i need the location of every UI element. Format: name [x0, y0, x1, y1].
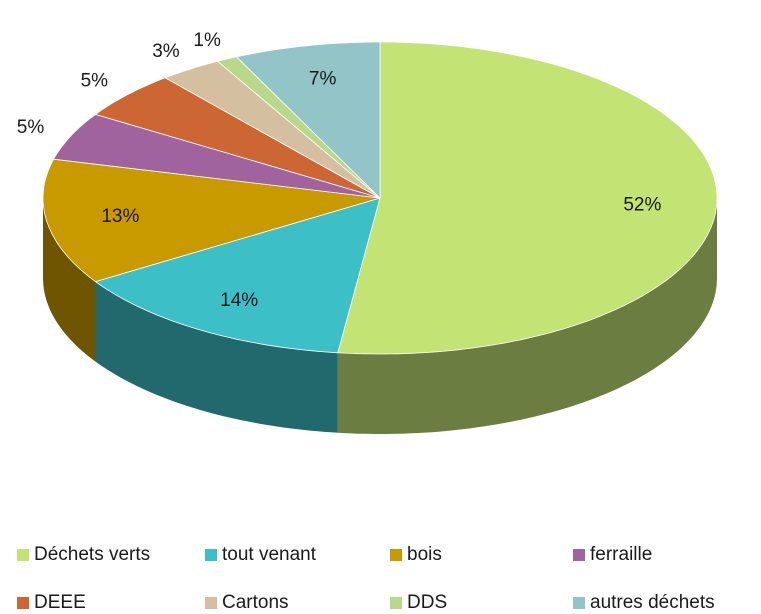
pie-side: [95, 281, 338, 433]
pie-side: [43, 198, 96, 362]
legend-swatch: [17, 549, 29, 561]
pie-side: [337, 198, 717, 434]
data-label: 3%: [152, 41, 180, 62]
legend-swatch: [390, 597, 402, 609]
legend-swatch: [205, 549, 217, 561]
legend-swatch: [205, 597, 217, 609]
data-label: 7%: [309, 68, 337, 89]
data-label: 52%: [623, 195, 661, 216]
legend-swatch: [573, 549, 585, 561]
legend-swatch: [390, 549, 402, 561]
legend-swatch: [573, 597, 585, 609]
legend-label: ferraille: [590, 544, 652, 565]
data-label: 13%: [101, 206, 139, 227]
legend-label: DDS: [407, 592, 447, 613]
pie-slice: [337, 41, 718, 355]
legend-label: Déchets verts: [34, 544, 150, 565]
legend-label: DEEE: [34, 592, 86, 613]
data-label: 5%: [17, 117, 45, 138]
pie-slice: [42, 158, 381, 283]
legend-swatch: [17, 597, 29, 609]
legend-label: tout venant: [222, 544, 317, 565]
legend-label: autres déchets: [590, 592, 715, 613]
data-label: 1%: [193, 30, 221, 51]
pie-slice: [94, 197, 381, 354]
pie-slice: [164, 60, 381, 199]
legend-label: Cartons: [222, 592, 289, 613]
pie-slice: [235, 41, 381, 199]
data-label: 5%: [81, 70, 109, 91]
pie-slice: [52, 113, 381, 199]
legend-label: bois: [407, 544, 442, 565]
data-label: 14%: [220, 290, 258, 311]
pie-slice: [94, 77, 381, 199]
